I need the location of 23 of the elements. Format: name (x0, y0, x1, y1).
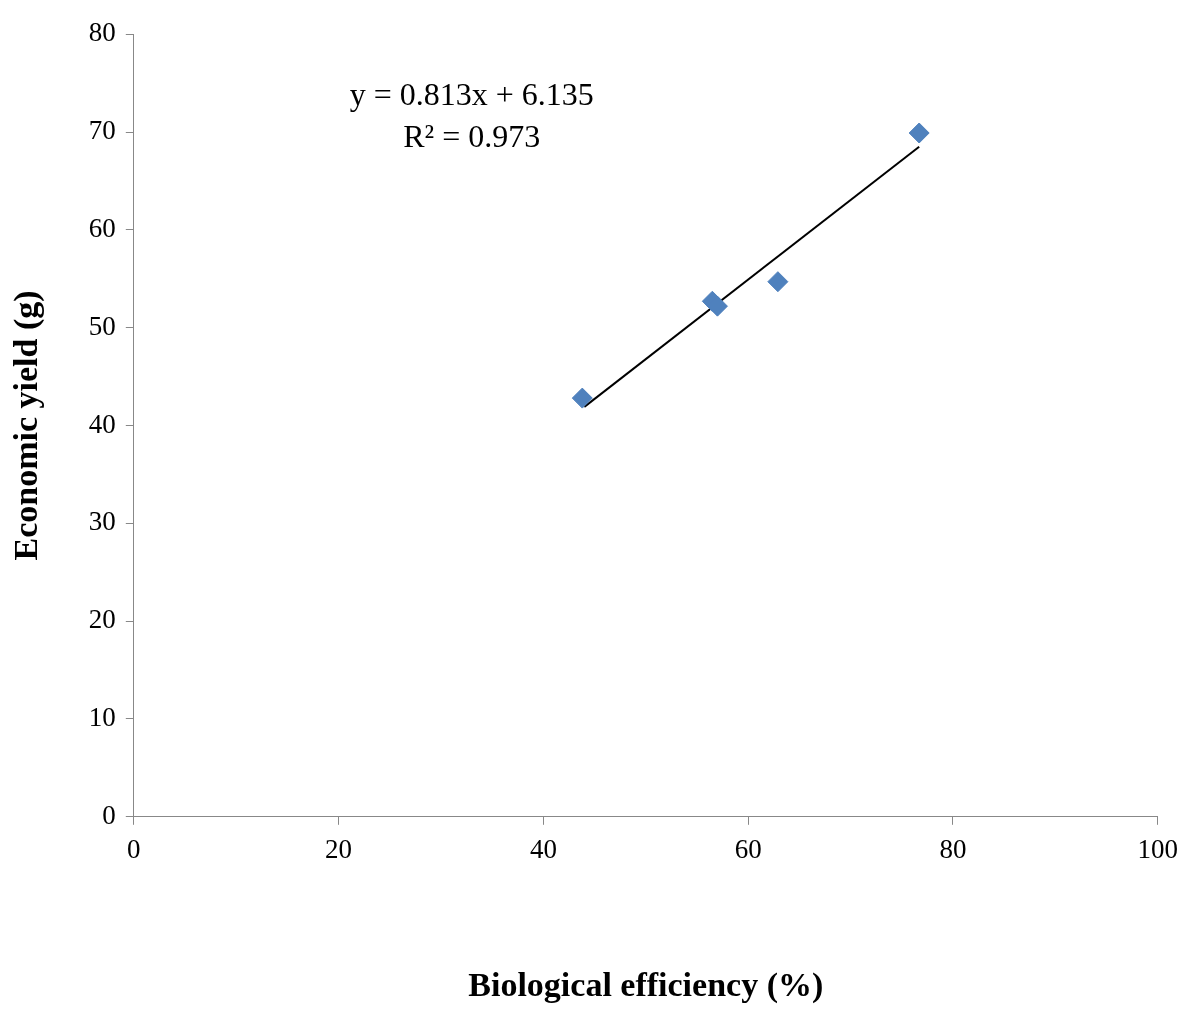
point (571, 387, 593, 409)
x-tick-label: 100 (1137, 834, 1178, 865)
y-tick-label: 60 (88, 212, 116, 243)
y-tick-label: 80 (88, 17, 116, 48)
point (767, 271, 789, 293)
x-tick-label: 60 (734, 834, 762, 865)
y-tick-label: 30 (88, 506, 116, 537)
y-tick-label: 50 (88, 310, 116, 341)
x-tick-label: 0 (127, 834, 141, 865)
y-axis-title: Economic yield (g) (7, 290, 46, 561)
x-axis-title: Biological efficiency (%) (468, 966, 824, 1005)
point (908, 122, 930, 144)
y-tick-label: 70 (88, 115, 116, 146)
x-tick-label: 20 (325, 834, 353, 865)
y-tick-label: 0 (102, 799, 116, 830)
annotation: y = 0.813x + 6.135 (349, 75, 594, 112)
y-tick-label: 40 (88, 408, 116, 439)
x-tick-label: 40 (529, 834, 557, 865)
point (706, 295, 728, 317)
x-tick-label: 80 (939, 834, 967, 865)
y-tick-label: 20 (88, 604, 116, 635)
annotation: R² = 0.973 (403, 117, 541, 154)
y-tick-label: 10 (88, 702, 116, 733)
